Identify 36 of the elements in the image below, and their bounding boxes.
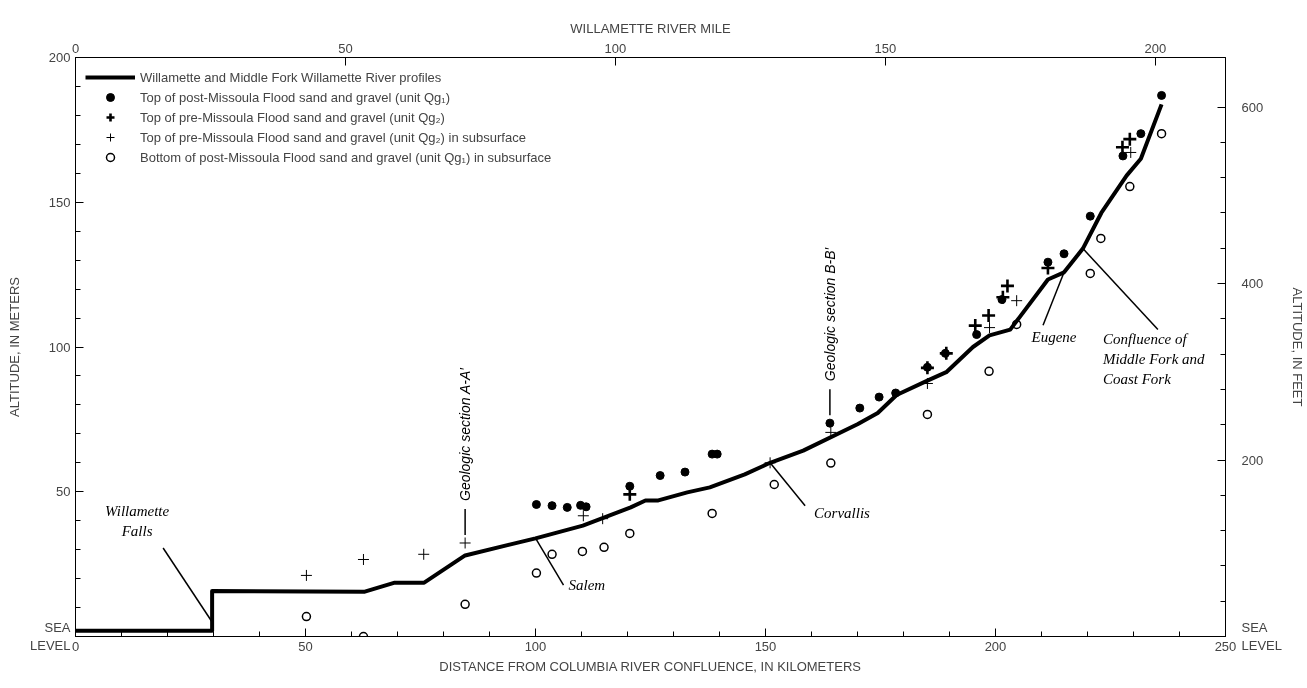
x-axis-title: DISTANCE FROM COLUMBIA RIVER CONFLUENCE, IN KILOMETERS [439,658,862,674]
x-tick-label: 50 [298,638,313,654]
x-tick-label: 0 [71,638,80,654]
x2-axis-title: WILLAMETTE RIVER MILE [570,20,732,36]
y-tick-label: 100 [48,339,71,355]
y-tick-label: SEA LEVEL [30,620,71,653]
x2-tick-label: 0 [71,40,80,56]
legend-label: Top of pre-Missoula Flood sand and gravel (unit Qg₂) [140,109,445,125]
x-tick-label: 100 [524,638,547,654]
annotation: Eugene [1030,329,1077,346]
legend-label: Willamette and Middle Fork Willamette River profiles [140,69,442,85]
x-tick-label: 200 [984,638,1007,654]
y2-tick-label: 200 [1241,452,1264,468]
legend-label: Top of post-Missoula Flood sand and gravel (unit Qg₁) [140,89,451,105]
annotation: Willamette Falls [105,503,170,540]
legend-label: Bottom of post-Missoula Flood sand and gravel (unit Qg₁) in subsurface [140,149,552,165]
y2-tick-label: SEA LEVEL [1241,620,1282,653]
y-axis-title: ALTITUDE, IN METERS [7,276,23,417]
y2-tick-label: 400 [1241,276,1264,292]
legend-label: Top of pre-Missoula Flood sand and gravel (unit Qg₂) in subsurface [140,129,526,145]
annotation: Confluence of Middle Fork and Coast Fork [1101,330,1206,387]
x2-tick-label: 50 [338,40,353,56]
x2-tick-label: 200 [1144,40,1167,56]
annotation: Geologic section B-B′ [821,246,838,382]
annotation: Corvallis [814,504,871,521]
y-tick-label: 50 [56,484,71,500]
x2-tick-label: 150 [874,40,897,56]
annotation: Geologic section A-A′ [457,366,474,501]
annotation: Salem [568,577,606,594]
x-tick-label: 150 [754,638,777,654]
y-tick-label: 150 [48,194,71,210]
y-tick-label: 200 [48,50,71,65]
x-tick-label: 250 [1214,638,1237,654]
x2-tick-label: 100 [604,40,627,56]
y2-tick-label: 600 [1241,99,1264,115]
y2-axis-title: ALTITUDE, IN FEET [1289,287,1305,407]
